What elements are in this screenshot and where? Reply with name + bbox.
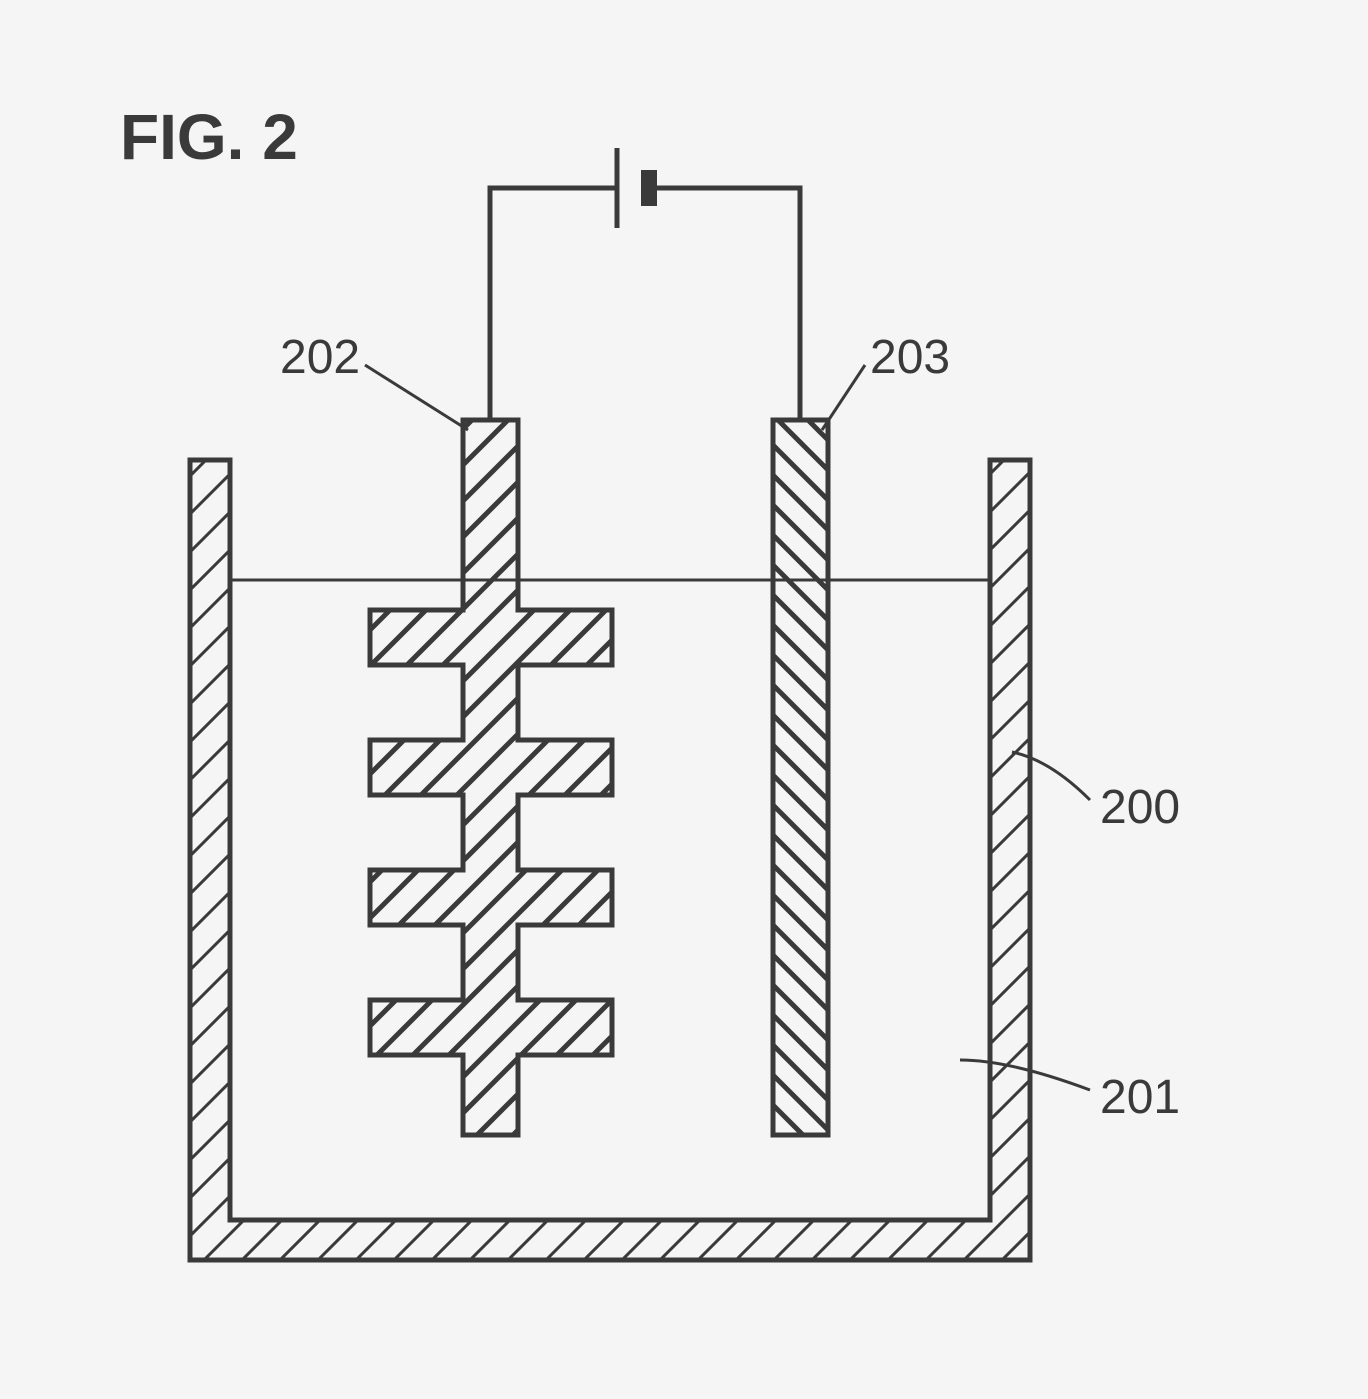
diagram	[0, 0, 1368, 1399]
